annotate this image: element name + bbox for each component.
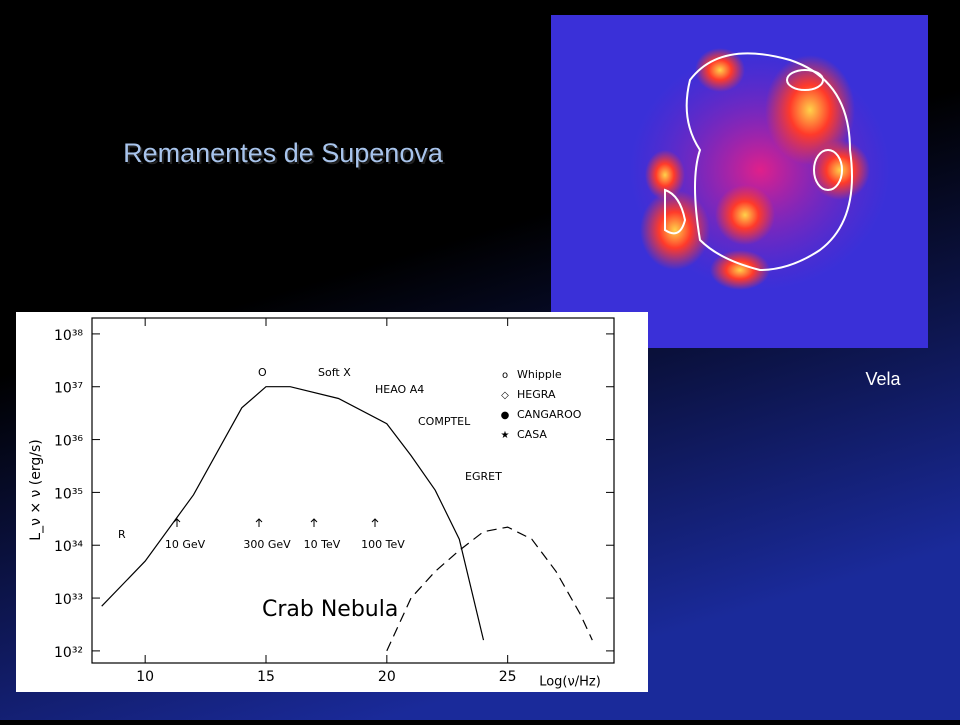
x-tick-label: 20: [378, 669, 396, 685]
x-axis-label: Log(ν/Hz): [539, 675, 601, 690]
annotation: 300 GeV: [243, 538, 291, 551]
vela-image: [551, 15, 928, 348]
slide-title: Remanentes de Supenova: [123, 138, 444, 168]
annotation: Soft X: [318, 366, 351, 379]
annotation: 10 GeV: [165, 538, 206, 551]
arrow: [255, 518, 263, 527]
chart: 10 15 20 25 10³² 10³³ 10³⁴ 10³⁵ 10³⁶ 10³⁷ 10³⁸ Log(…: [28, 318, 614, 690]
y-tick-label: 10³⁷: [54, 381, 83, 397]
series-line: [101, 386, 485, 641]
y-tick-label: 10³⁸: [54, 328, 83, 344]
y-tick-label: 10³⁵: [54, 486, 83, 502]
arrow: [371, 518, 379, 527]
annotation: 10 TeV: [304, 538, 341, 551]
legend-label: Whipple: [517, 368, 562, 381]
series-line: [386, 526, 593, 652]
x-tick-label: 25: [499, 669, 517, 685]
annotation: HEAO A4: [375, 383, 424, 396]
annotation: R: [118, 528, 126, 541]
x-tick-label: 15: [257, 669, 275, 685]
annotation: 100 TeV: [361, 538, 405, 551]
title-shadow: Remanentes de Supenova: [125, 140, 446, 170]
y-tick-label: 10³⁶: [54, 434, 83, 450]
arrow: [310, 518, 318, 527]
legend-symbol: ★: [501, 430, 510, 441]
y-axis-label: L_ν × ν (erg/s): [28, 439, 44, 540]
annotation: O: [258, 366, 267, 379]
plot-frame: [91, 317, 615, 664]
annotation: EGRET: [465, 470, 502, 483]
y-tick-label: 10³²: [54, 645, 83, 661]
arrow: [173, 518, 181, 527]
x-tick-label: 10: [136, 669, 154, 685]
legend-label: HEGRA: [517, 388, 556, 401]
legend-symbol: ◇: [501, 390, 509, 401]
chart-title: Crab Nebula: [262, 597, 398, 622]
legend-symbol: o: [502, 370, 508, 381]
y-tick-label: 10³⁴: [54, 539, 83, 555]
image-caption: Vela: [865, 369, 901, 389]
legend-label: CANGAROO: [517, 408, 582, 421]
legend-label: CASA: [517, 428, 547, 441]
legend-symbol: ●: [501, 410, 510, 421]
y-tick-label: 10³³: [54, 592, 83, 608]
chart-panel: [16, 312, 648, 692]
annotation: COMPTEL: [418, 415, 471, 428]
